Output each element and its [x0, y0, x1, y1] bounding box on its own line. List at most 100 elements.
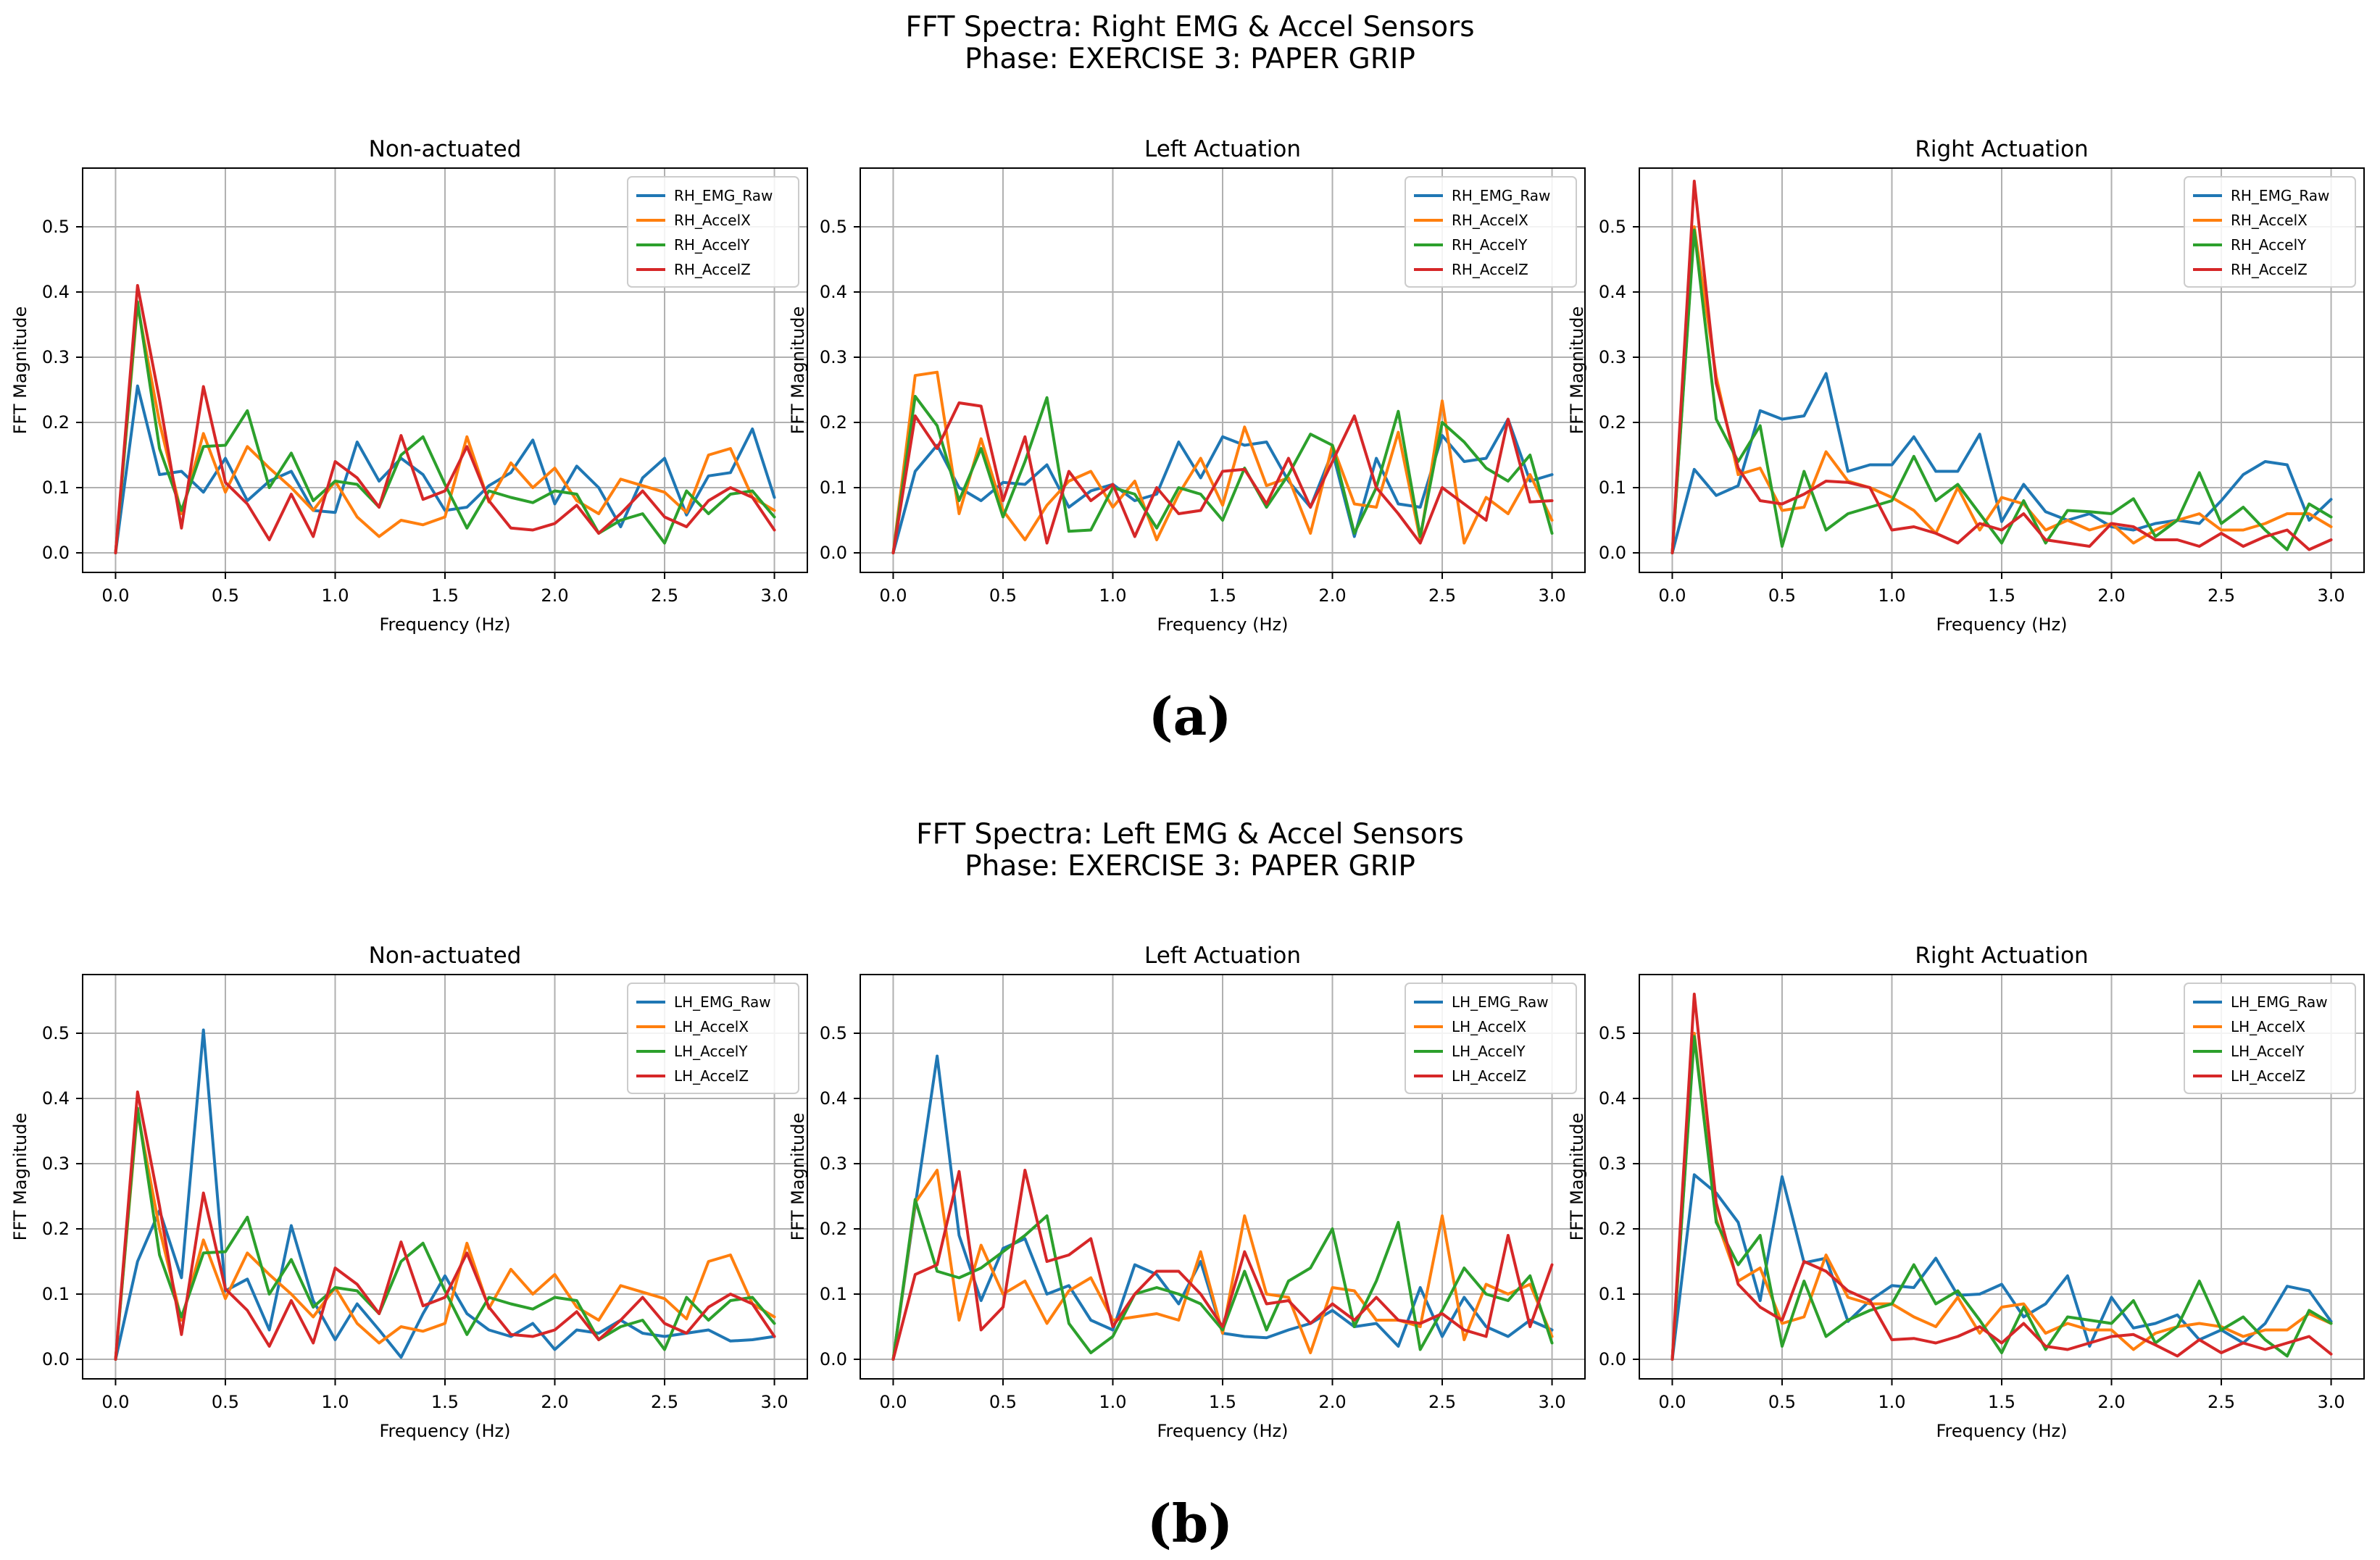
legend: RH_EMG_Raw RH_AccelX RH_AccelY RH_AccelZ — [2184, 176, 2356, 288]
legend-box — [2184, 983, 2356, 1094]
x-axis-label: Frequency (Hz) — [1936, 1421, 2068, 1441]
series-line-lh-accely — [114, 1106, 776, 1361]
y-tick-label: 0.2 — [42, 1219, 70, 1239]
y-tick-label: 0.0 — [1599, 543, 1626, 563]
legend-label: LH_EMG_Raw — [2231, 993, 2328, 1011]
x-tick-label: 2.0 — [1318, 1392, 1346, 1412]
y-tick-label: 0.3 — [42, 347, 70, 367]
series-line-lh-accelz — [1670, 993, 2333, 1361]
y-tick-label: 0.3 — [820, 1154, 847, 1174]
legend-box — [627, 176, 799, 288]
legend: RH_EMG_Raw RH_AccelX RH_AccelY RH_AccelZ — [627, 176, 799, 288]
x-tick-label: 2.0 — [541, 585, 568, 606]
x-tick-label: 1.5 — [1988, 585, 2015, 606]
x-tick-label: 0.0 — [879, 585, 907, 606]
x-tick-label: 2.5 — [651, 1392, 678, 1412]
x-tick-label: 0.5 — [1768, 585, 1796, 606]
x-tick-label: 0.5 — [1768, 1392, 1796, 1412]
x-axis-label: Frequency (Hz) — [1157, 1421, 1289, 1441]
legend-label: RH_AccelZ — [674, 261, 751, 278]
x-tick-label: 3.0 — [760, 585, 788, 606]
x-tick-label: 2.5 — [651, 585, 678, 606]
x-tick-label: 0.5 — [989, 1392, 1017, 1412]
legend-label: LH_AccelX — [674, 1018, 749, 1035]
y-tick-label: 0.4 — [1599, 1088, 1626, 1109]
x-tick-label: 0.0 — [1658, 1392, 1686, 1412]
x-tick-label: 0.5 — [989, 585, 1017, 606]
y-tick-label: 0.0 — [1599, 1349, 1626, 1369]
y-tick-label: 0.1 — [1599, 477, 1626, 498]
x-tick-label: 0.0 — [101, 1392, 129, 1412]
legend-label: RH_EMG_Raw — [2231, 187, 2329, 204]
y-tick-label: 0.1 — [820, 477, 847, 498]
x-tick-label: 2.5 — [2208, 1392, 2235, 1412]
x-tick-label: 3.0 — [2317, 1392, 2344, 1412]
legend-box — [1405, 983, 1577, 1094]
y-tick-label: 0.0 — [820, 1349, 847, 1369]
legend: LH_EMG_Raw LH_AccelX LH_AccelY LH_AccelZ — [1405, 983, 1577, 1094]
series-line-rh-accelz — [114, 284, 776, 554]
chart-title: Non-actuated — [369, 943, 522, 969]
series-group — [891, 1054, 1554, 1361]
series-line-rh-accely — [891, 395, 1554, 554]
y-tick-label: 0.4 — [42, 282, 70, 302]
y-tick-label: 0.2 — [1599, 1219, 1626, 1239]
chart-panel-b-1: Non-actuated 0.0 0.5 1.0 1.5 2.0 2.5 3.0 0.0 0.1 0… — [10, 943, 808, 1441]
y-axis-label: FFT Magnitude — [10, 306, 30, 435]
x-tick-label: 1.5 — [431, 1392, 459, 1412]
chart-title: Left Actuation — [1144, 136, 1301, 162]
legend-label: LH_AccelZ — [1452, 1067, 1526, 1085]
y-tick-label: 0.0 — [42, 1349, 70, 1369]
y-tick-label: 0.3 — [42, 1154, 70, 1174]
x-tick-label: 2.0 — [1318, 585, 1346, 606]
legend-label: RH_AccelX — [1452, 212, 1528, 229]
legend-label: RH_AccelX — [674, 212, 751, 229]
axes-frame — [82, 974, 808, 1380]
series-line-rh-emg-raw — [891, 417, 1554, 554]
series-line-rh-accelx — [1670, 225, 2333, 554]
x-tick-label: 0.0 — [879, 1392, 907, 1412]
chart-panel-a-3: Right Actuation 0.0 0.5 1.0 1.5 2.0 2.5 3.0 0.0 0… — [1567, 136, 2365, 635]
legend: LH_EMG_Raw LH_AccelX LH_AccelY LH_AccelZ — [2184, 983, 2356, 1094]
x-axis-label: Frequency (Hz) — [1157, 614, 1289, 635]
series-line-rh-emg-raw — [1670, 372, 2333, 554]
y-tick-label: 0.3 — [1599, 1154, 1626, 1174]
y-tick-label: 0.2 — [820, 1219, 847, 1239]
legend-label: LH_EMG_Raw — [674, 993, 771, 1011]
y-tick-label: 0.1 — [1599, 1284, 1626, 1304]
series-group — [891, 370, 1554, 554]
legend-label: LH_EMG_Raw — [1452, 993, 1549, 1011]
chart-panel-b-2: Left Actuation 0.0 0.5 1.0 1.5 2.0 2.5 3.0 0.0 0.… — [788, 943, 1586, 1441]
chart-title: Right Actuation — [1915, 136, 2088, 162]
legend-label: RH_AccelY — [2231, 236, 2307, 254]
x-tick-label: 1.5 — [431, 585, 459, 606]
legend: LH_EMG_Raw LH_AccelX LH_AccelY LH_AccelZ — [627, 983, 799, 1094]
chart-panel-a-1: Non-actuated 0.0 0.5 1.0 1.5 2.0 2.5 3.0 0.0 0.1 0… — [10, 136, 808, 635]
axes-frame — [860, 167, 1586, 573]
series-line-rh-accelz — [891, 401, 1554, 554]
x-tick-label: 2.5 — [1428, 585, 1456, 606]
x-tick-label: 1.0 — [1878, 1392, 1905, 1412]
x-axis-label: Frequency (Hz) — [380, 1421, 511, 1441]
y-tick-label: 0.5 — [820, 1023, 847, 1043]
x-tick-label: 3.0 — [760, 1392, 788, 1412]
legend-box — [1405, 176, 1577, 288]
y-axis-label: FFT Magnitude — [1567, 1113, 1587, 1241]
series-line-rh-emg-raw — [114, 384, 776, 554]
x-tick-label: 2.5 — [1428, 1392, 1456, 1412]
chart-panel-b-3: Right Actuation 0.0 0.5 1.0 1.5 2.0 2.5 3.0 0.0 0… — [1567, 943, 2365, 1441]
legend-label: RH_AccelZ — [1452, 261, 1528, 278]
y-axis-label: FFT Magnitude — [788, 1113, 808, 1241]
legend-label: LH_AccelY — [2231, 1043, 2305, 1060]
legend-label: RH_AccelY — [674, 236, 750, 254]
axes-frame — [1639, 167, 2365, 573]
axes-frame — [82, 167, 808, 573]
x-tick-label: 3.0 — [1538, 585, 1565, 606]
legend-label: RH_AccelZ — [2231, 261, 2308, 278]
y-axis-label: FFT Magnitude — [788, 306, 808, 435]
series-line-lh-accelx — [114, 1110, 776, 1361]
y-tick-label: 0.2 — [1599, 412, 1626, 433]
figure-b-title-line2: Phase: EXERCISE 3: PAPER GRIP — [965, 850, 1415, 883]
figure-b-title: FFT Spectra: Left EMG & Accel Sensors Ph… — [0, 819, 2380, 883]
